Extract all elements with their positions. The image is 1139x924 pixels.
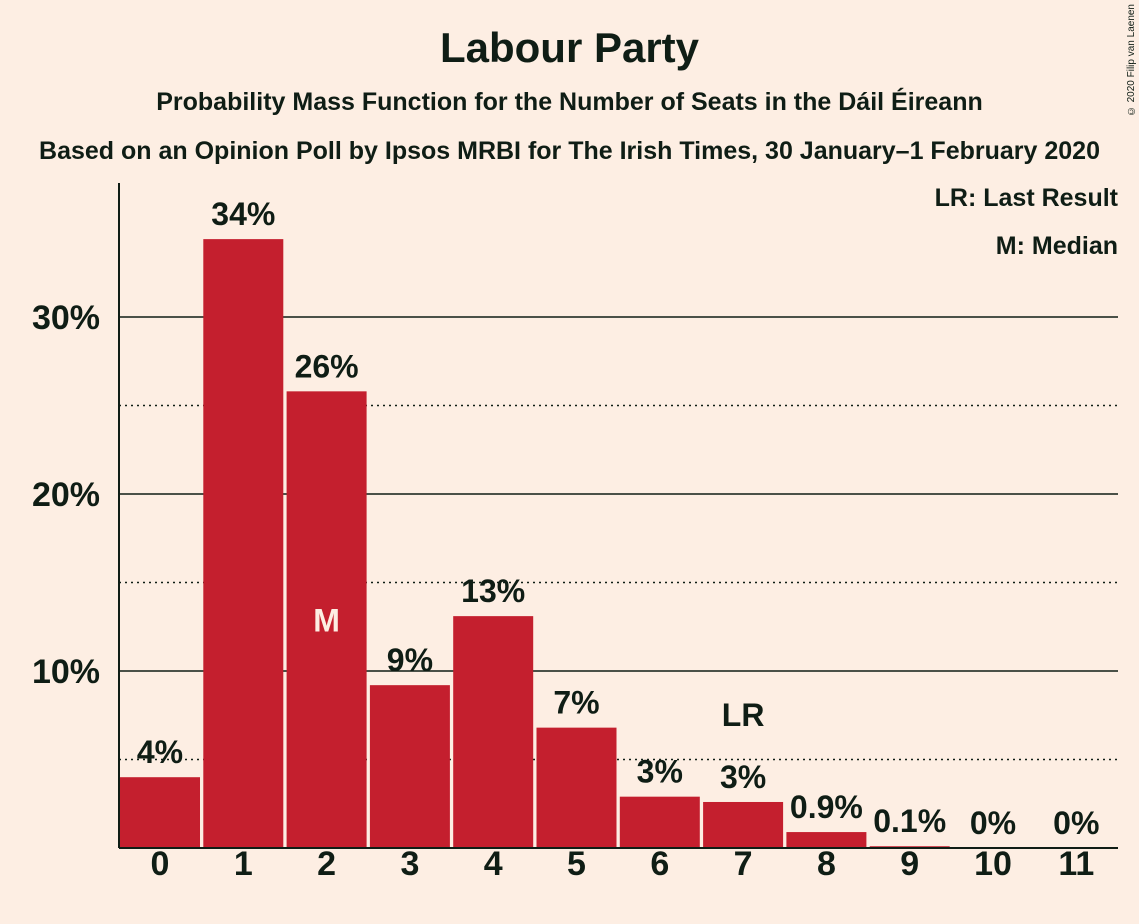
data-label: 34%	[211, 196, 275, 232]
x-tick-label: 2	[317, 845, 336, 883]
legend-median: M: Median	[995, 232, 1118, 260]
last-result-marker: LR	[722, 697, 765, 733]
bar	[120, 777, 200, 848]
data-label: 9%	[387, 642, 433, 678]
legend-last-result: LR: Last Result	[934, 184, 1118, 212]
x-tick-label: 8	[817, 845, 836, 883]
y-tick-label: 20%	[32, 476, 100, 514]
x-tick-label: 3	[400, 845, 419, 883]
x-tick-label: 9	[900, 845, 919, 883]
bar	[703, 801, 784, 848]
x-tick-label: 0	[151, 845, 170, 883]
x-tick-label: 10	[974, 845, 1012, 883]
data-label: 7%	[553, 685, 599, 721]
data-label: 4%	[137, 734, 183, 770]
data-label: 0%	[970, 805, 1016, 841]
data-label: 0.1%	[873, 803, 946, 839]
bar	[619, 796, 700, 848]
bar	[369, 685, 450, 848]
x-tick-label: 5	[567, 845, 586, 883]
x-tick-label: 1	[234, 845, 253, 883]
bar	[786, 832, 867, 848]
bar	[286, 391, 367, 848]
chart-title: Labour Party	[439, 24, 700, 71]
bar	[453, 616, 534, 848]
x-tick-label: 7	[734, 845, 753, 883]
data-label: 3%	[637, 754, 683, 790]
bar	[536, 727, 617, 848]
chart-subtitle: Probability Mass Function for the Number…	[156, 88, 983, 116]
y-tick-label: 30%	[32, 299, 100, 337]
x-tick-label: 4	[484, 845, 503, 883]
y-tick-label: 10%	[32, 653, 100, 691]
x-tick-label: 6	[650, 845, 669, 883]
data-label: 0.9%	[790, 789, 863, 825]
data-label: 13%	[461, 573, 525, 609]
data-label: 26%	[295, 348, 359, 384]
bar	[203, 239, 284, 848]
data-label: 3%	[720, 759, 766, 795]
x-tick-label: 11	[1058, 845, 1094, 883]
chart-source: Based on an Opinion Poll by Ipsos MRBI f…	[39, 137, 1100, 165]
data-label: 0%	[1053, 805, 1099, 841]
median-marker: M	[313, 603, 340, 639]
